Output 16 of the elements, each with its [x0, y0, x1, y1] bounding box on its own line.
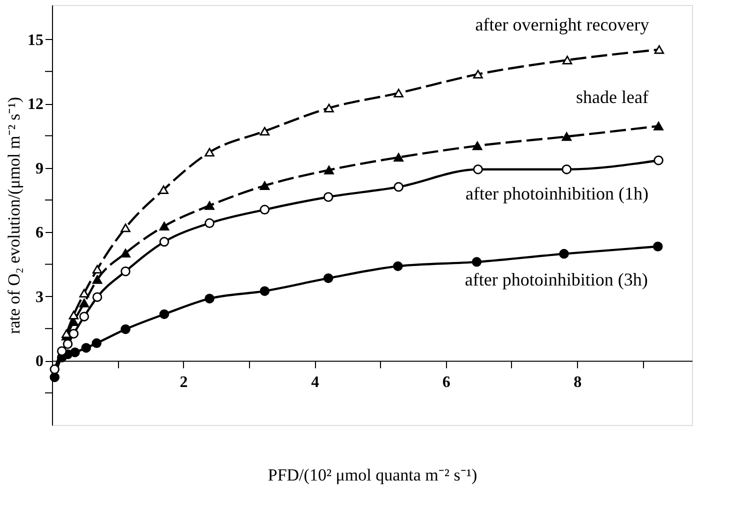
x-tick-label: 4 — [311, 374, 320, 392]
series-label: shade leaf — [576, 87, 649, 108]
series-label: after overnight recovery — [475, 14, 650, 35]
series-label: after photoinhibition (3h) — [464, 270, 648, 290]
series-label: after photoinhibition (1h) — [466, 183, 649, 204]
x-axis-title: PFD/(10² μmol quanta m⁻² s⁻¹) — [268, 466, 478, 484]
y-tick-label: 3 — [36, 288, 44, 306]
x-tick-label: 8 — [574, 374, 582, 392]
y-axis-title: rate of O₂ evolution/(μmol m⁻² s⁻¹) — [4, 97, 24, 334]
x-tick-label: 2 — [180, 374, 188, 392]
y-tick-label: 6 — [36, 224, 44, 242]
x-tick-label: 6 — [442, 374, 450, 392]
y-tick-label: 9 — [36, 160, 44, 178]
y-tick-label: 12 — [28, 96, 44, 114]
y-tick-label: 0 — [36, 353, 44, 370]
y-tick-label: 15 — [28, 32, 44, 49]
